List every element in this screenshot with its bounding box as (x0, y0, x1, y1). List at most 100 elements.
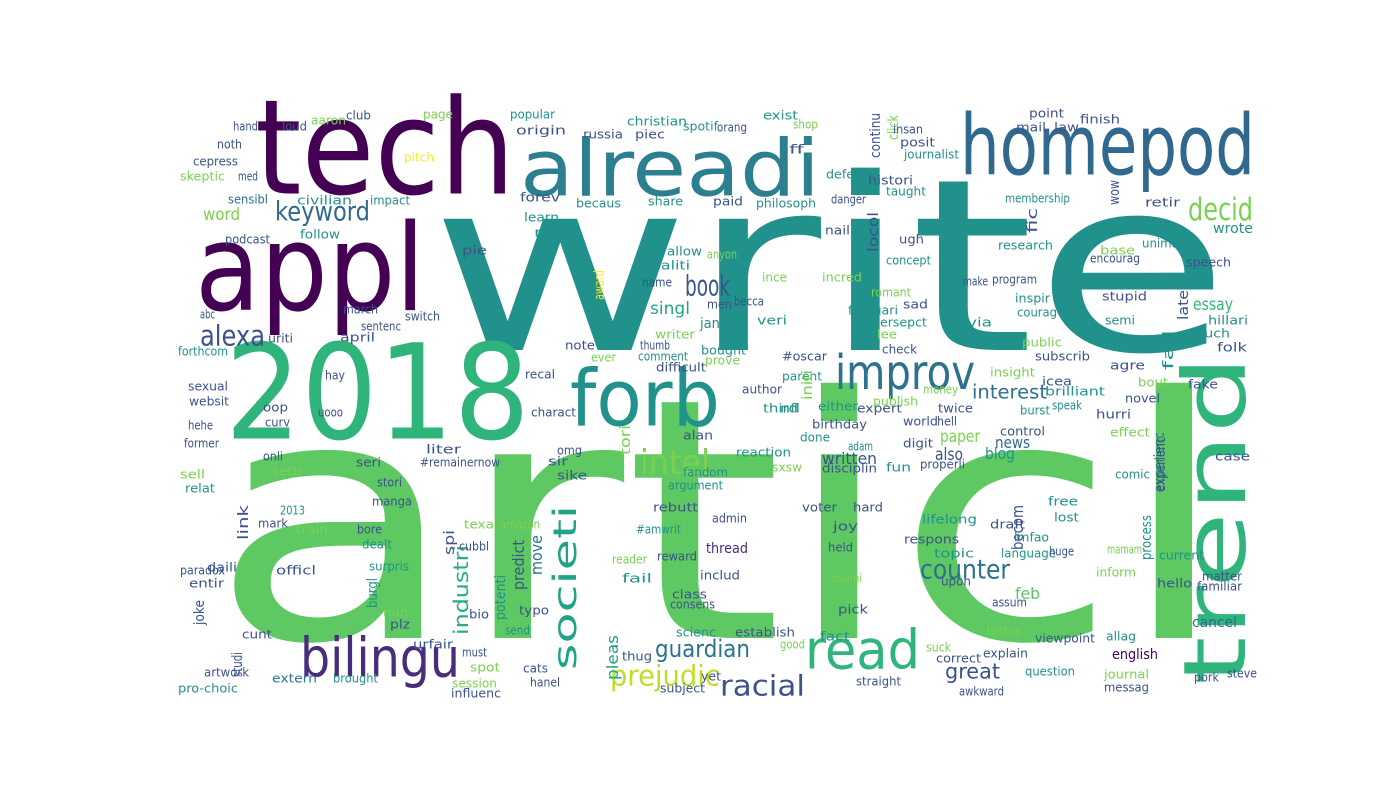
cloud-word: noth (217, 138, 242, 152)
cloud-word: twice (938, 402, 973, 416)
cloud-word: wrote (1213, 221, 1253, 237)
cloud-word: januari (699, 316, 745, 332)
cloud-word: difficult (656, 361, 706, 375)
cloud-word: exist (763, 109, 798, 123)
cloud-word: book (685, 268, 730, 302)
cloud-word: pro-choic (178, 682, 238, 696)
cloud-word: entir (189, 577, 224, 591)
cloud-word: folk (1217, 341, 1247, 355)
cloud-word: deferc (826, 168, 866, 182)
cloud-word: skeptic (180, 170, 225, 184)
cloud-word: journalist (903, 148, 959, 162)
cloud-word: dealt (362, 538, 392, 552)
cloud-word: class (672, 588, 707, 602)
cloud-word: cubbl (459, 540, 489, 554)
cloud-word: uriti (268, 332, 293, 346)
cloud-word: spi (442, 530, 458, 555)
cloud-word: suck (926, 641, 951, 655)
cloud-word: learn (524, 211, 559, 225)
cloud-word: joy (832, 520, 858, 534)
cloud-word: law (1054, 121, 1079, 135)
cloud-word: men (707, 298, 732, 312)
cloud-word: abc (200, 308, 215, 322)
cloud-word: sexual (188, 380, 228, 394)
cloud-word: med (238, 170, 258, 184)
cloud-word: podcast (225, 233, 270, 247)
cloud-word: program (992, 273, 1037, 287)
cloud-word: april (340, 331, 375, 345)
cloud-word: anyon (707, 248, 737, 262)
cloud-word: via (967, 316, 992, 330)
cloud-word: lee (877, 328, 897, 342)
cloud-word: blog (985, 445, 1015, 463)
cloud-word: ever (591, 351, 616, 365)
cloud-word: subscrib (1035, 350, 1090, 364)
cloud-word: becaus (576, 197, 621, 211)
cloud-word: onli (263, 450, 283, 464)
cloud-word: fail (622, 572, 652, 586)
cloud-word: bout (1138, 376, 1168, 390)
cloud-word: sentenc (361, 320, 401, 334)
cloud-word: omg (557, 444, 582, 458)
cloud-word: rifl (534, 226, 559, 240)
cloud-word: sensibl (228, 193, 268, 207)
cloud-word: nail (825, 224, 850, 238)
cloud-word: #remainernow (420, 456, 500, 470)
cloud-word: hard (853, 501, 883, 515)
cloud-word: homepod (960, 97, 1255, 195)
cloud-word: train (296, 523, 328, 537)
cloud-word: paradox (180, 564, 225, 578)
cloud-word: lmfao (1014, 531, 1049, 545)
cloud-word: comic (1115, 468, 1150, 482)
cloud-word: relat (185, 482, 215, 496)
cloud-word: sxsw (772, 461, 802, 475)
cloud-word: page (423, 108, 453, 122)
cloud-word: orang (717, 121, 747, 135)
cloud-word: burst (1020, 404, 1050, 418)
cloud-word: insan (893, 123, 923, 137)
cloud-word: essay (1193, 294, 1233, 314)
cloud-word: inform (1096, 566, 1136, 580)
cloud-word: hanel (530, 676, 560, 690)
cloud-word: charact (531, 406, 576, 420)
cloud-word: yet (701, 670, 721, 684)
cloud-word: danger (831, 193, 866, 207)
cloud-word: comment (638, 350, 688, 364)
cloud-word: #amwrit (636, 523, 681, 537)
cloud-word: money (923, 383, 958, 397)
cloud-word: bio (469, 608, 489, 622)
cloud-word: finish (1080, 113, 1120, 127)
cloud-word: singl (650, 298, 690, 318)
cloud-word: fake (1188, 378, 1218, 392)
cloud-word: membership (1005, 192, 1070, 206)
cloud-word: histori (868, 174, 913, 188)
cloud-word: nfl (780, 402, 800, 416)
cloud-word: 2013 (280, 504, 305, 518)
cloud-word: effect (1110, 426, 1150, 440)
cloud-word: public (1022, 336, 1062, 350)
cloud-word: argument (668, 479, 723, 493)
cloud-word: writer (655, 328, 695, 342)
cloud-word: research (998, 239, 1053, 253)
cloud-word: sell (180, 468, 205, 482)
cloud-word: hillari (1208, 314, 1248, 328)
cloud-word: christian (627, 115, 687, 129)
cloud-word: properli (920, 458, 965, 472)
cloud-word: respons (904, 533, 959, 547)
cloud-word: amazon (500, 518, 540, 532)
cloud-word: urfair (413, 638, 453, 652)
cloud-word: word (203, 204, 240, 224)
cloud-word: becom (1008, 505, 1027, 550)
cloud-word: veri (757, 314, 787, 328)
cloud-word: thread (706, 541, 748, 557)
cloud-word: disciplin (822, 462, 877, 476)
cloud-word: encourag (1090, 252, 1140, 266)
cloud-word: pleas (603, 635, 622, 680)
cloud-word: award (592, 270, 608, 300)
cloud-word: either (818, 400, 858, 414)
cloud-word: artwork (204, 666, 249, 680)
cloud-word: reaction (736, 446, 791, 460)
cloud-word: hello (1157, 577, 1192, 591)
cloud-word: mark (258, 517, 288, 531)
